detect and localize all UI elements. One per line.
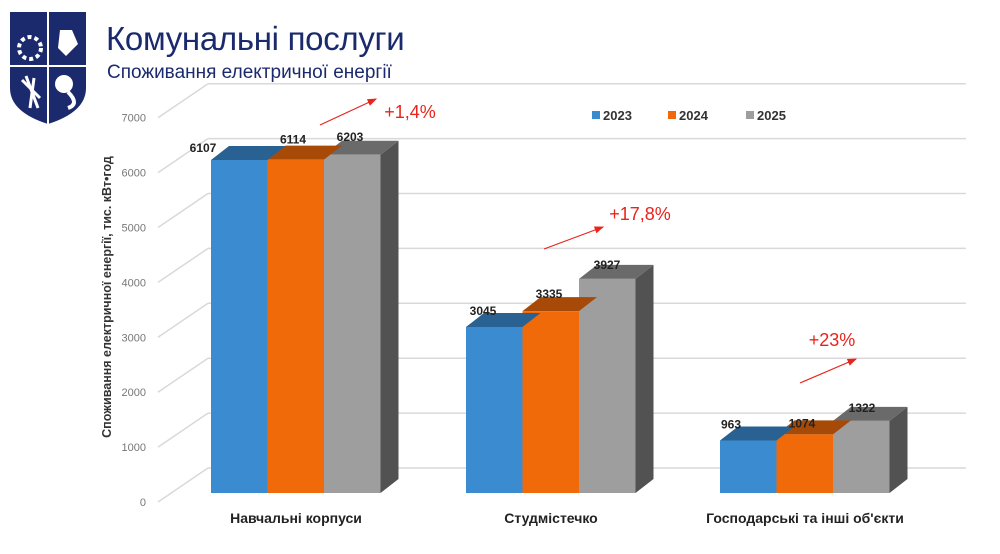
growth-arrow — [543, 226, 605, 250]
bar-side-2025 — [380, 140, 399, 493]
side-gridline — [157, 302, 209, 338]
bar-2023 — [720, 440, 777, 493]
category-label: Студмістечко — [504, 510, 597, 526]
bar-top-2023 — [720, 426, 795, 441]
bar-top-2025 — [833, 406, 908, 421]
y-tick-label: 1000 — [122, 442, 146, 454]
bar-2025 — [324, 154, 381, 493]
y-axis-label: Споживання електричної енергії, тис. кВт… — [100, 156, 114, 438]
growth-annotation: +23% — [809, 330, 856, 350]
data-label: 6107 — [190, 141, 217, 155]
legend-swatch-2023 — [592, 111, 600, 119]
y-tick-label: 0 — [140, 497, 146, 509]
y-tick-label: 7000 — [122, 113, 146, 125]
bar-top-2023 — [466, 312, 541, 327]
bar-2024 — [267, 159, 324, 494]
bar-2024 — [522, 311, 579, 493]
side-gridline — [157, 137, 209, 174]
page-title: Комунальні послуги — [106, 20, 405, 57]
legend-swatch-2025 — [746, 111, 754, 119]
growth-arrow — [319, 98, 378, 126]
side-gridline — [157, 467, 209, 503]
side-gridline — [157, 357, 209, 393]
bar-top-2025 — [324, 140, 399, 155]
legend-label: 2024 — [679, 108, 709, 123]
side-gridline — [157, 247, 209, 284]
bar-top-2025 — [579, 264, 654, 279]
bar-side-2025 — [889, 406, 908, 493]
data-label: 3335 — [536, 287, 563, 301]
bar-2025 — [579, 278, 636, 493]
data-label: 1322 — [849, 401, 876, 415]
growth-annotation: +1,4% — [384, 102, 436, 122]
bar-2024 — [776, 434, 833, 493]
data-label: 963 — [721, 417, 741, 431]
bar-top-2024 — [267, 145, 342, 160]
y-tick-label: 2000 — [122, 387, 146, 399]
bar-top-2024 — [776, 420, 851, 435]
data-label: 1074 — [789, 416, 816, 430]
data-label: 3045 — [470, 304, 497, 318]
category-label: Навчальні корпуси — [230, 510, 362, 526]
category-label: Господарські та інші об'єкти — [706, 510, 904, 526]
page-subtitle: Споживання електричної енергії — [107, 62, 392, 83]
bar-2023 — [466, 326, 523, 493]
bar-side-2025 — [635, 264, 654, 493]
data-label: 6114 — [280, 133, 306, 147]
y-tick-label: 5000 — [122, 223, 146, 235]
y-tick-label: 3000 — [122, 332, 146, 344]
side-gridline — [157, 192, 209, 229]
legend-label: 2023 — [603, 108, 632, 123]
data-label: 6203 — [337, 130, 364, 144]
legend-swatch-2024 — [668, 111, 676, 119]
side-gridline — [157, 412, 209, 448]
data-label: 3927 — [594, 258, 621, 272]
growth-arrow — [799, 358, 858, 384]
side-gridline — [157, 83, 209, 119]
bar-top-2024 — [522, 297, 597, 312]
university-shield-logo — [10, 12, 86, 124]
y-tick-label: 4000 — [122, 277, 146, 289]
y-tick-label: 6000 — [122, 168, 146, 180]
bar-2025 — [833, 420, 890, 493]
bar-top-2023 — [211, 146, 286, 160]
bar-2023 — [211, 160, 268, 493]
growth-annotation: +17,8% — [609, 204, 671, 224]
legend-label: 2025 — [757, 108, 786, 123]
